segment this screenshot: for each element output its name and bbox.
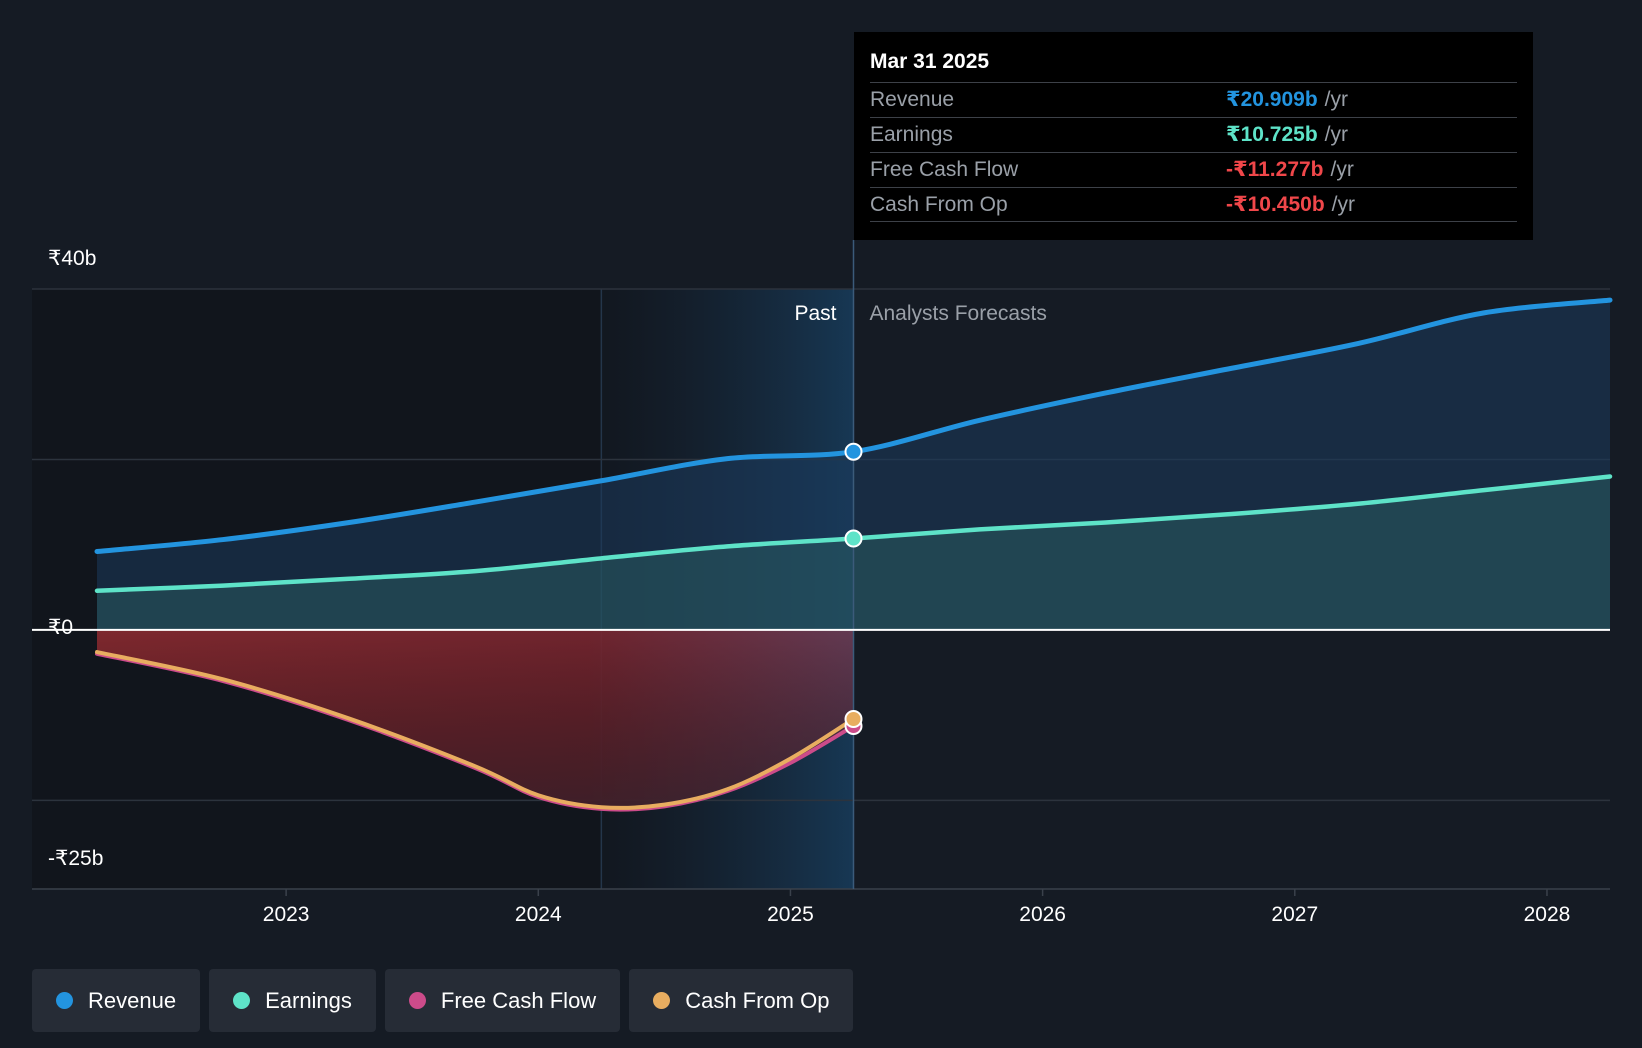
x-tick-label: 2025 — [767, 903, 814, 926]
tooltip-unit: /yr — [1324, 123, 1348, 146]
revenue-marker — [844, 442, 863, 461]
x-tick-label: 2026 — [1019, 903, 1066, 926]
tooltip-value: ₹10.725b — [1226, 123, 1318, 146]
legend-item-earnings[interactable]: Earnings — [209, 969, 376, 1032]
tooltip-rows: Revenue ₹20.909b /yr Earnings ₹10.725b /… — [870, 82, 1517, 222]
tooltip-row-revenue: Revenue ₹20.909b /yr — [870, 82, 1517, 117]
tooltip-label: Free Cash Flow — [870, 158, 1019, 181]
x-tick-label: 2024 — [515, 903, 562, 926]
tooltip-label: Earnings — [870, 123, 953, 146]
tooltip-date: Mar 31 2025 — [870, 50, 990, 73]
legend-dot-icon — [233, 992, 251, 1009]
legend-dot-icon — [408, 992, 426, 1009]
tooltip-value: -₹10.450b — [1226, 193, 1325, 216]
legend-label: Cash From Op — [685, 987, 830, 1013]
x-tick-label: 2028 — [1524, 903, 1571, 926]
legend-label: Free Cash Flow — [440, 987, 597, 1013]
y-tick-label: ₹0 — [48, 616, 73, 639]
tooltip-row-cash-from-op: Cash From Op -₹10.450b /yr — [870, 187, 1517, 222]
tooltip-label: Cash From Op — [870, 193, 1008, 216]
tooltip-value: ₹20.909b — [1226, 88, 1318, 111]
cash-from-op-marker — [844, 709, 863, 728]
legend-dot-icon — [653, 992, 671, 1009]
negative-cash-area-shade — [97, 629, 854, 810]
forecast-label: Analysts Forecasts — [870, 302, 1047, 325]
earnings-marker — [844, 529, 863, 548]
legend-item-free-cash-flow[interactable]: Free Cash Flow — [384, 969, 621, 1032]
x-tick-label: 2023 — [263, 903, 310, 926]
tooltip-unit: /yr — [1330, 158, 1354, 181]
legend-dot-icon — [56, 992, 73, 1009]
chart: ₹40b ₹0 -₹25b 2023 2024 2025 2026 2027 2028 Past… — [32, 240, 1613, 926]
tooltip: Mar 31 2025 Revenue ₹20.909b /yr Earning… — [854, 32, 1533, 240]
legend-item-revenue[interactable]: Revenue — [32, 969, 201, 1032]
legend-label: Earnings — [265, 987, 352, 1013]
tooltip-label: Revenue — [870, 88, 955, 111]
cash-from-op-line — [95, 650, 856, 810]
tooltip-row-earnings: Earnings ₹10.725b /yr — [870, 117, 1517, 152]
legend-item-cash-from-op[interactable]: Cash From Op — [629, 969, 854, 1032]
legend: Revenue Earnings Free Cash Flow Cash Fro… — [32, 969, 854, 1032]
x-tick-label: 2027 — [1271, 903, 1318, 926]
tooltip-unit: /yr — [1331, 193, 1355, 216]
tooltip-unit: /yr — [1324, 88, 1348, 111]
legend-label: Revenue — [88, 987, 177, 1013]
y-tick-label: -₹25b — [48, 847, 103, 870]
y-tick-label: ₹40b — [48, 247, 96, 270]
tooltip-value: -₹11.277b — [1226, 158, 1324, 181]
past-label: Past — [794, 302, 836, 325]
tooltip-row-free-cash-flow: Free Cash Flow -₹11.277b /yr — [870, 152, 1517, 187]
